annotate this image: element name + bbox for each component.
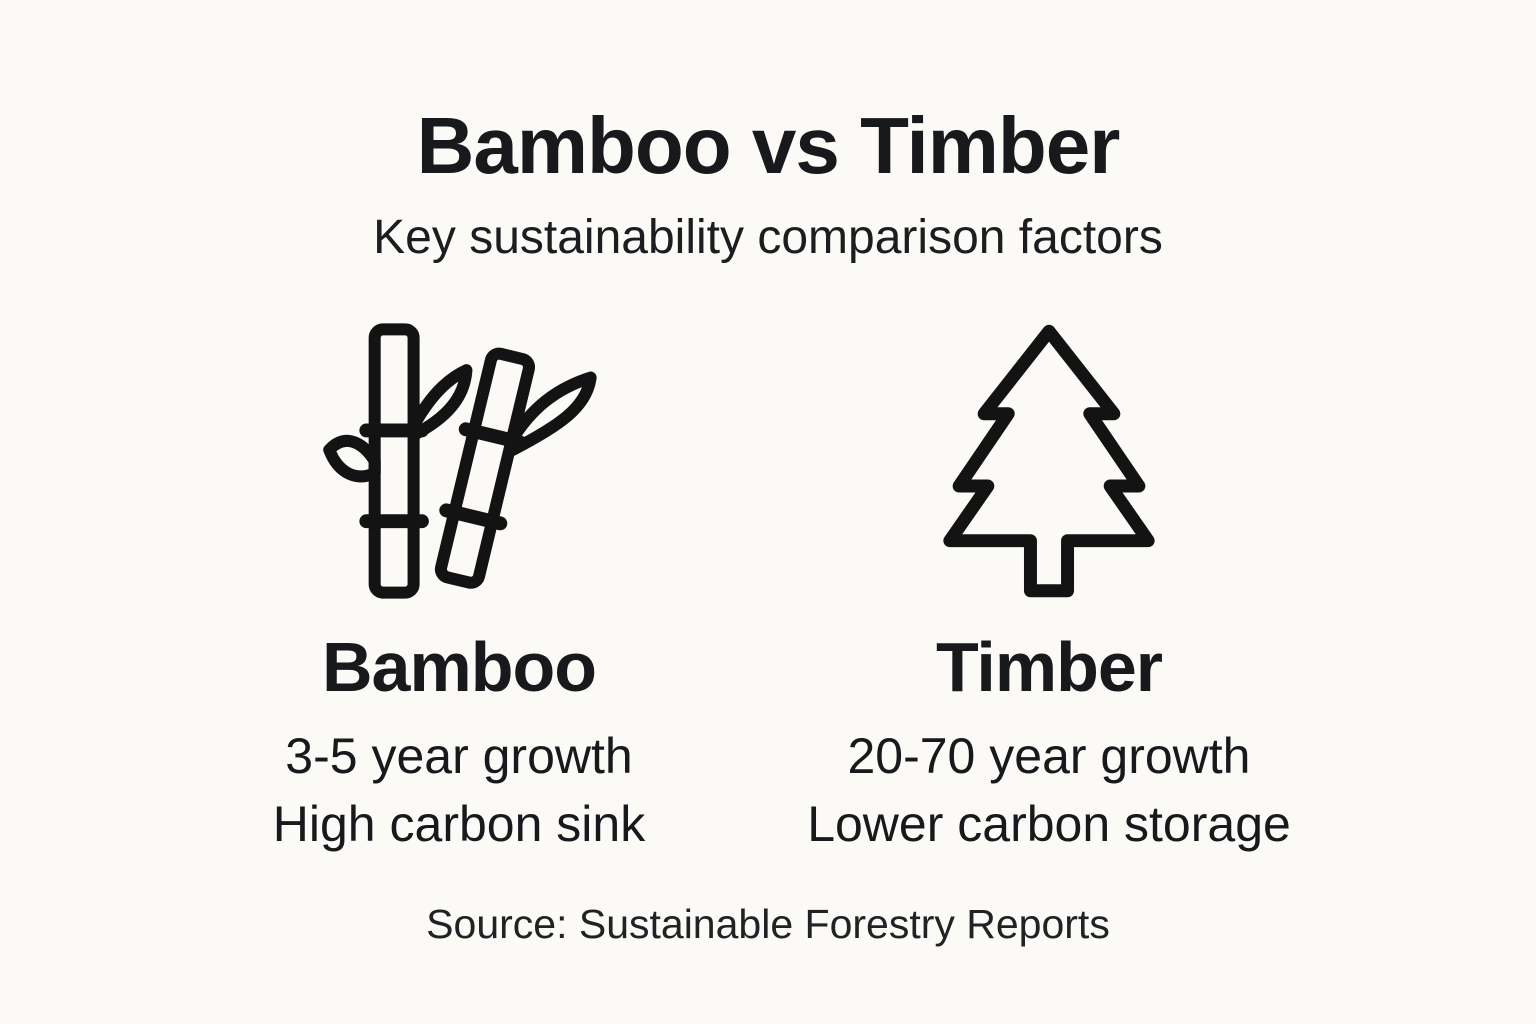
pine-tree-icon (910, 322, 1188, 600)
timber-facts: 20-70 year growth Lower carbon storage (807, 722, 1291, 858)
source-attribution: Source: Sustainable Forestry Reports (426, 900, 1110, 947)
bamboo-column: Bamboo 3-5 year growth High carbon sink (179, 322, 739, 858)
page-subtitle: Key sustainability comparison factors (373, 211, 1163, 264)
timber-growth-fact: 20-70 year growth (847, 727, 1251, 784)
bamboo-facts: 3-5 year growth High carbon sink (273, 722, 645, 858)
bamboo-growth-fact: 3-5 year growth (285, 727, 633, 784)
timber-carbon-fact: Lower carbon storage (807, 795, 1291, 852)
comparison-columns: Bamboo 3-5 year growth High carbon sink … (179, 322, 1329, 858)
timber-label: Timber (935, 627, 1163, 706)
bamboo-icon (320, 322, 598, 600)
page-title: Bamboo vs Timber (416, 101, 1121, 190)
timber-column: Timber 20-70 year growth Lower carbon st… (769, 322, 1329, 858)
bamboo-carbon-fact: High carbon sink (272, 795, 646, 852)
bamboo-label: Bamboo (322, 627, 597, 706)
